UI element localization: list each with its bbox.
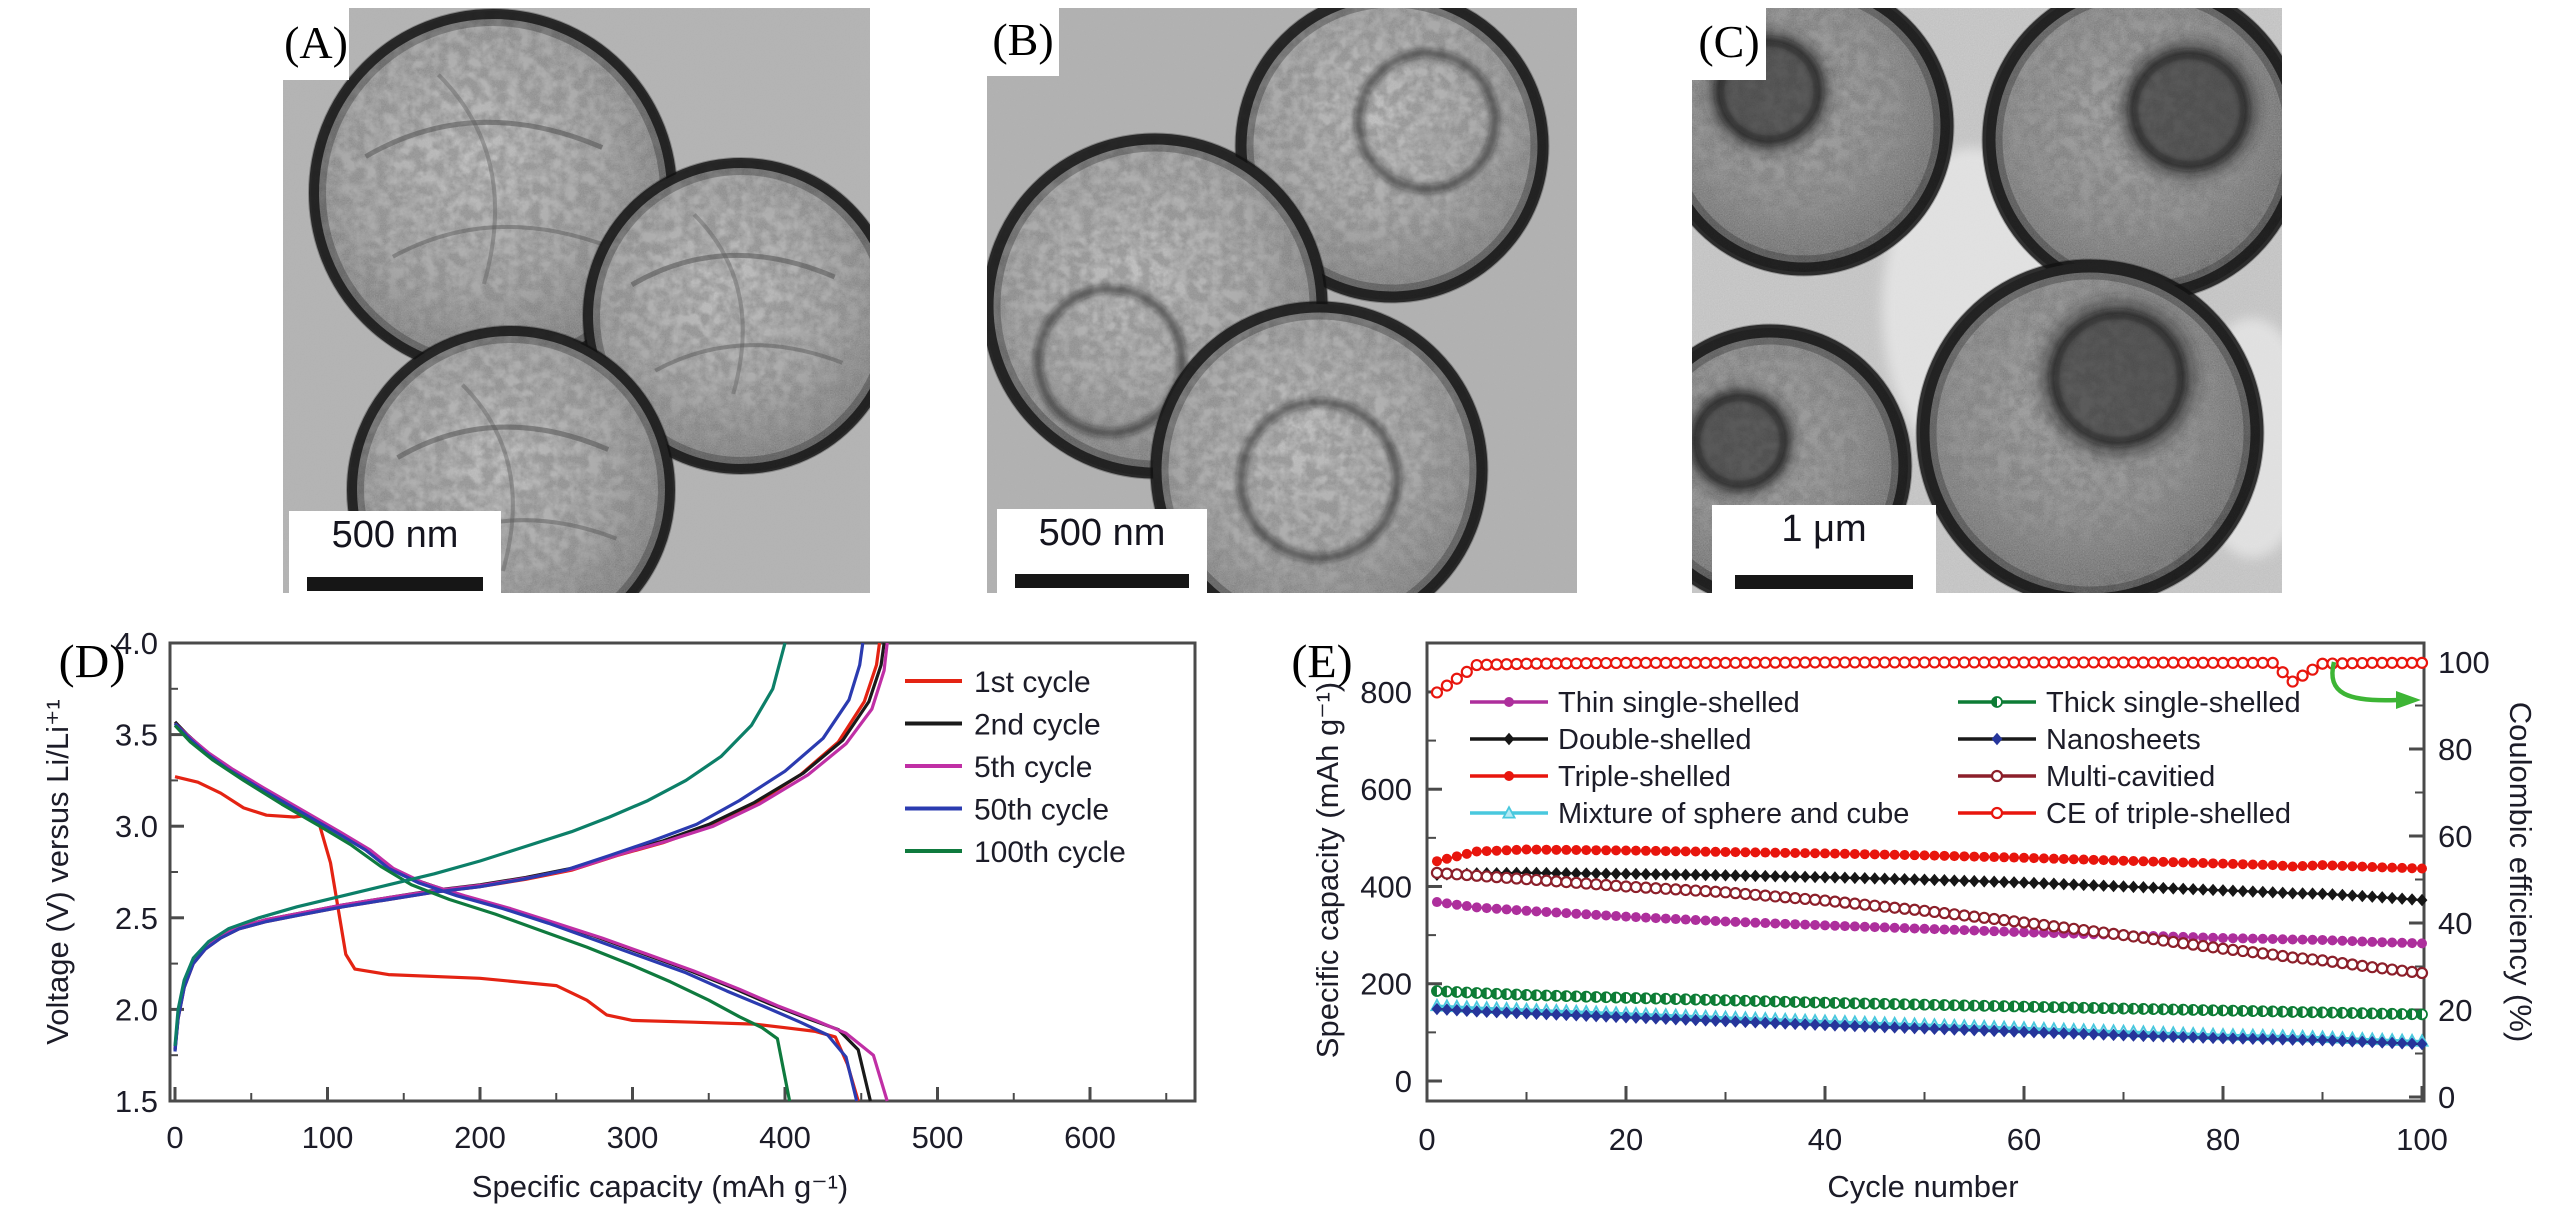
- chart-d-ticks: [170, 641, 1168, 1103]
- chart-e-legend: Thin single-shelled Double-shelled Triple-…: [1470, 687, 2301, 830]
- svg-text:800: 800: [1360, 675, 1412, 710]
- svg-text:Nanosheets: Nanosheets: [2046, 724, 2201, 756]
- chart-voltage-capacity: 0 100 200 300 400 500 600 1.5 2.0 2.5 3.0 3.5 4.0 1st…: [115, 626, 1197, 1155]
- svg-text:0: 0: [1418, 1122, 1435, 1157]
- svg-text:Multi-cavitied: Multi-cavitied: [2046, 761, 2215, 793]
- panel-label-d: (D): [58, 635, 126, 689]
- svg-text:CE of triple-shelled: CE of triple-shelled: [2046, 798, 2291, 830]
- chart-e-plot: 0 20 40 60 80 100 0 200 400 600 800 0 20 40 60 80 100 Thi…: [1360, 641, 2490, 1157]
- series-2nd-cycle: [173, 642, 886, 1102]
- chart-d-tick-labels: 0 100 200 300 400 500 600 1.5 2.0 2.5 3.0 3.5 4.0: [115, 626, 1116, 1155]
- svg-text:40: 40: [1808, 1122, 1842, 1157]
- svg-text:0: 0: [166, 1120, 183, 1155]
- tem-sphere: [1986, 8, 2282, 298]
- svg-text:3.0: 3.0: [115, 809, 158, 844]
- d-y-axis-label: Voltage (V) versus Li/Li⁺¹: [40, 699, 75, 1045]
- tem-image-c: [1692, 8, 2282, 593]
- scale-bar-line: [1735, 575, 1913, 589]
- scale-bar-c: 1 μm: [1712, 505, 1936, 599]
- svg-text:Double-shelled: Double-shelled: [1558, 724, 1751, 756]
- scale-bar-line: [1015, 574, 1189, 588]
- series-ce-of-triple-shelled: [1430, 656, 2429, 699]
- series-nanosheets: [1431, 1002, 2428, 1051]
- svg-text:Triple-shelled: Triple-shelled: [1558, 761, 1731, 793]
- svg-text:20: 20: [2438, 993, 2472, 1028]
- svg-text:Thick single-shelled: Thick single-shelled: [2046, 687, 2301, 719]
- chart-cycling-performance: 0 20 40 60 80 100 0 200 400 600 800 0 20 40 60 80 100 Thi…: [1360, 641, 2490, 1157]
- e-x-axis-label: Cycle number: [1827, 1169, 2019, 1204]
- svg-text:100: 100: [302, 1120, 354, 1155]
- panel-label-a: (A): [283, 4, 349, 80]
- scale-bar-line: [307, 577, 483, 591]
- panel-letter: (A): [284, 16, 348, 68]
- chart-e-tick-labels: 0 20 40 60 80 100 0 200 400 600 800 0 20 40 60 80 100: [1360, 645, 2489, 1157]
- svg-text:60: 60: [2438, 819, 2472, 854]
- ce-axis-arrow: [2330, 661, 2421, 709]
- svg-text:500: 500: [912, 1120, 964, 1155]
- e-left-y-axis-label: Specific capacity (mAh g⁻¹): [1310, 681, 1345, 1059]
- svg-text:60: 60: [2007, 1122, 2041, 1157]
- d-x-axis-label: Specific capacity (mAh g⁻¹): [471, 1169, 849, 1204]
- scale-bar-label: 500 nm: [1038, 512, 1166, 554]
- tem-image-b: [987, 8, 1577, 593]
- scale-bar-a: 500 nm: [289, 511, 501, 601]
- svg-text:Thin single-shelled: Thin single-shelled: [1558, 687, 1800, 719]
- svg-text:5th cycle: 5th cycle: [974, 751, 1092, 784]
- svg-text:50th cycle: 50th cycle: [974, 794, 1109, 827]
- svg-text:600: 600: [1064, 1120, 1116, 1155]
- svg-text:20: 20: [1609, 1122, 1643, 1157]
- chart-d-legend: 1st cycle 2nd cycle 5th cycle 50th cycle 100…: [905, 666, 1126, 869]
- panel-label-e: (E): [1291, 635, 1353, 689]
- series-1st-cycle: [173, 642, 882, 1102]
- svg-text:2.5: 2.5: [115, 901, 158, 936]
- svg-text:0: 0: [2438, 1080, 2455, 1115]
- svg-text:80: 80: [2206, 1122, 2240, 1157]
- svg-text:2nd cycle: 2nd cycle: [974, 709, 1101, 742]
- svg-text:2.0: 2.0: [115, 992, 158, 1027]
- svg-text:0: 0: [1395, 1064, 1412, 1099]
- svg-text:200: 200: [454, 1120, 506, 1155]
- svg-text:100: 100: [2438, 645, 2490, 680]
- scale-bar-b: 500 nm: [997, 509, 1207, 598]
- svg-text:Mixture of sphere and cube: Mixture of sphere and cube: [1558, 798, 1909, 830]
- panel-letter: (B): [992, 13, 1054, 65]
- scale-bar-label: 1 μm: [1781, 508, 1867, 550]
- series-100th-cycle: [173, 642, 792, 1102]
- series-5th-cycle: [173, 642, 889, 1102]
- series-multi-cavitied: [1430, 866, 2429, 980]
- chart-d-plot: 0 100 200 300 400 500 600 1.5 2.0 2.5 3.0 3.5 4.0 1st…: [115, 626, 1197, 1155]
- svg-text:300: 300: [607, 1120, 659, 1155]
- series-triple-shelled: [1431, 844, 2427, 874]
- e-right-y-axis-label: Coulombic efficiency (%): [2503, 701, 2538, 1043]
- svg-text:1st cycle: 1st cycle: [974, 666, 1091, 699]
- svg-text:400: 400: [1360, 869, 1412, 904]
- panel-label-c: (C): [1692, 2, 1766, 80]
- svg-text:400: 400: [759, 1120, 811, 1155]
- svg-text:40: 40: [2438, 906, 2472, 941]
- panel-letter: (C): [1698, 15, 1760, 67]
- svg-text:80: 80: [2438, 732, 2472, 767]
- svg-text:1.5: 1.5: [115, 1084, 158, 1119]
- series-thin-single-shelled: [1431, 897, 2427, 949]
- svg-text:600: 600: [1360, 772, 1412, 807]
- svg-text:4.0: 4.0: [115, 626, 158, 661]
- svg-text:200: 200: [1360, 967, 1412, 1002]
- series-thick-single-shelled: [1431, 985, 2428, 1021]
- scale-bar-label: 500 nm: [331, 514, 459, 556]
- svg-text:100th cycle: 100th cycle: [974, 836, 1126, 869]
- panel-label-b: (B): [987, 2, 1059, 76]
- svg-text:3.5: 3.5: [115, 718, 158, 753]
- tem-image-a: [283, 8, 870, 593]
- svg-text:100: 100: [2396, 1122, 2448, 1157]
